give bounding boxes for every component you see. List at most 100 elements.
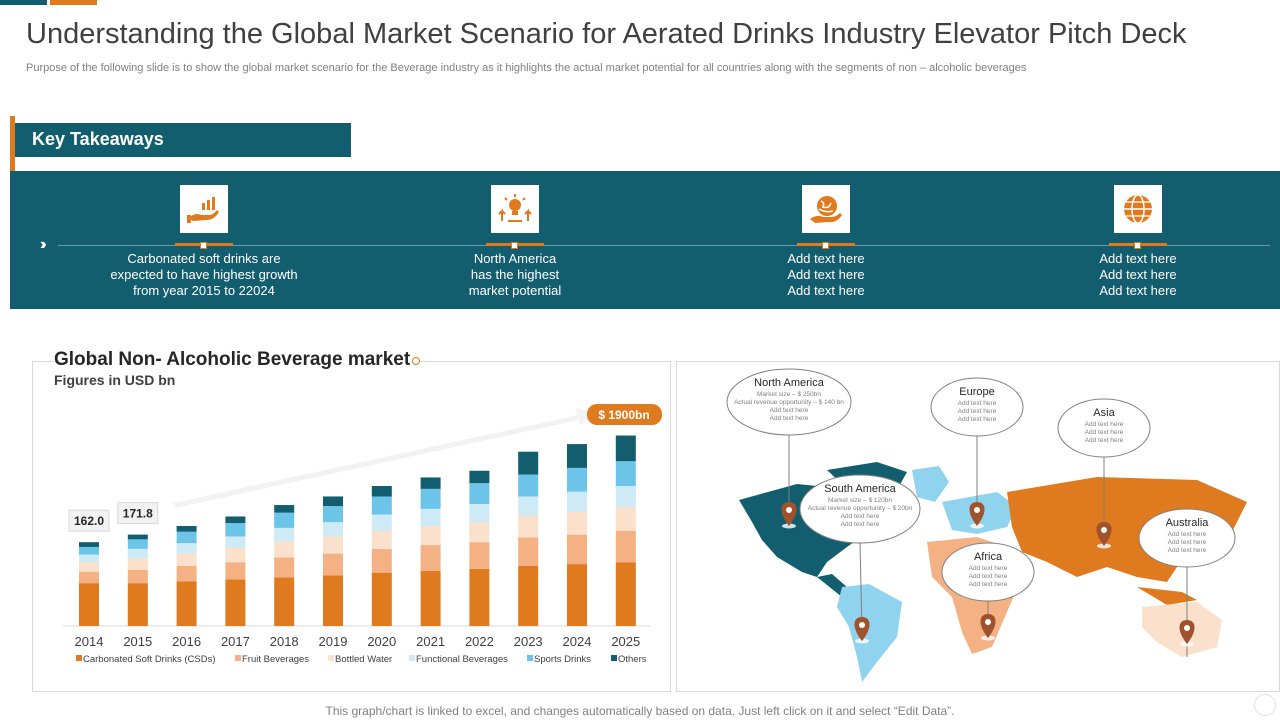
region-detail: Add text here bbox=[969, 573, 1008, 580]
stacked-bar-chart[interactable]: $ 1900bn 2014 2015 2016 2017 2018 2019 2020 2021… bbox=[33, 395, 670, 691]
pin-hole bbox=[974, 507, 980, 513]
footer-note: This graph/chart is linked to excel, and… bbox=[325, 704, 955, 718]
bar-segment bbox=[371, 530, 392, 549]
top-tab-teal bbox=[0, 0, 47, 5]
legend-swatch bbox=[409, 655, 415, 661]
key-takeaways-heading: Key Takeaways bbox=[15, 123, 351, 157]
bar-segment bbox=[225, 523, 246, 537]
callout-bubble bbox=[726, 368, 852, 436]
page-subtitle: Purpose of the following slide is to sho… bbox=[26, 62, 1027, 74]
greenland-shape bbox=[912, 466, 949, 502]
bar-segment bbox=[225, 547, 246, 563]
bar-segment bbox=[79, 546, 99, 555]
region-detail: Add text here bbox=[1085, 429, 1124, 436]
legend-swatch bbox=[328, 655, 334, 661]
bar-segment bbox=[371, 548, 392, 573]
bar-segment bbox=[127, 569, 148, 584]
pin-body bbox=[1179, 620, 1195, 644]
x-tick-label: 2015 bbox=[123, 634, 152, 649]
growth-callout: $ 1900bn bbox=[587, 404, 662, 425]
bar-segment bbox=[615, 530, 636, 563]
key-takeaways-accent-bar bbox=[10, 116, 15, 222]
legend-swatch bbox=[235, 655, 241, 661]
south-america-shape bbox=[837, 584, 902, 682]
globe-icon bbox=[1114, 185, 1162, 233]
bar-segment bbox=[323, 553, 343, 576]
bar-segment bbox=[274, 577, 295, 626]
region-detail: Add text here bbox=[1085, 437, 1124, 444]
bar-segment bbox=[79, 571, 99, 584]
legend-item: Sports Drinks bbox=[527, 654, 591, 665]
bar-segment bbox=[127, 583, 148, 626]
legend-swatch bbox=[527, 655, 533, 661]
bar-segment bbox=[567, 491, 587, 512]
bar-segment bbox=[469, 542, 490, 569]
bar-segment bbox=[420, 526, 441, 546]
bar-segment bbox=[274, 527, 295, 542]
bar-segment bbox=[274, 512, 295, 528]
bar-segment bbox=[127, 534, 148, 540]
region-name: Europe bbox=[959, 386, 994, 398]
bar-segment bbox=[567, 564, 587, 626]
legend-item: Functional Beverages bbox=[409, 654, 508, 665]
callout-bubble bbox=[1057, 398, 1151, 458]
bar-segment bbox=[225, 536, 246, 548]
pin-body bbox=[1096, 522, 1112, 546]
region-callout: South America Market size – $ 120bnActual… bbox=[799, 474, 921, 544]
legend-label: Fruit Beverages bbox=[242, 654, 309, 665]
legend-swatch bbox=[76, 655, 82, 661]
region-detail: Actual revenue opportunity – $ 20bn bbox=[808, 505, 913, 512]
bar-segment bbox=[127, 539, 148, 549]
bar-segment bbox=[420, 488, 441, 509]
region-detail: Add text here bbox=[969, 581, 1008, 588]
pin-body bbox=[969, 502, 985, 526]
bar-segment bbox=[323, 496, 343, 506]
bar-segment bbox=[615, 506, 636, 531]
bar-segment bbox=[567, 534, 587, 565]
region-detail: Add text here bbox=[841, 521, 880, 528]
bar-segment bbox=[176, 566, 197, 582]
bar-segment bbox=[567, 511, 587, 535]
region-name: Asia bbox=[1093, 407, 1115, 419]
x-tick-label: 2017 bbox=[221, 634, 250, 649]
callout-bubble bbox=[1138, 508, 1236, 568]
timeline-dot bbox=[200, 242, 207, 249]
legend-item: Fruit Beverages bbox=[235, 654, 309, 665]
timeline-dot bbox=[822, 242, 829, 249]
bar-segment bbox=[323, 575, 343, 626]
asia-shape bbox=[1007, 477, 1247, 582]
location-pin-icon bbox=[854, 617, 870, 644]
region-name: Australia bbox=[1166, 517, 1210, 529]
region-detail: Add text here bbox=[958, 400, 997, 407]
location-pin-icon bbox=[1179, 620, 1195, 647]
x-tick-label: 2016 bbox=[172, 634, 201, 649]
pin-body bbox=[781, 502, 797, 526]
x-tick-label: 2019 bbox=[319, 634, 348, 649]
takeaway-text: Add text here Add text here Add text her… bbox=[787, 251, 865, 298]
bar-segment bbox=[79, 554, 99, 563]
circle-marker-icon bbox=[412, 357, 420, 365]
data-label-text: 171.8 bbox=[123, 507, 153, 521]
bar-segment bbox=[176, 531, 197, 544]
bar-segment bbox=[176, 543, 197, 554]
bar-segment bbox=[274, 541, 295, 558]
indonesia-shape bbox=[1137, 587, 1197, 605]
bar-segment bbox=[469, 504, 490, 523]
bar-segment bbox=[225, 516, 246, 524]
data-label-box bbox=[68, 509, 110, 532]
bar-segment bbox=[518, 496, 539, 516]
bar-segment bbox=[615, 486, 636, 507]
bar-segment bbox=[176, 581, 197, 626]
bar-segment bbox=[615, 461, 636, 486]
globe-hand-icon bbox=[802, 185, 850, 233]
x-tick-label: 2014 bbox=[75, 634, 104, 649]
region-detail: Add text here bbox=[1168, 531, 1207, 538]
region-name: South America bbox=[824, 483, 896, 495]
x-tick-label: 2022 bbox=[465, 634, 494, 649]
bar-segment bbox=[371, 514, 392, 531]
x-tick-label: 2018 bbox=[270, 634, 299, 649]
bar-segment bbox=[518, 566, 539, 626]
bar-segment bbox=[469, 522, 490, 543]
